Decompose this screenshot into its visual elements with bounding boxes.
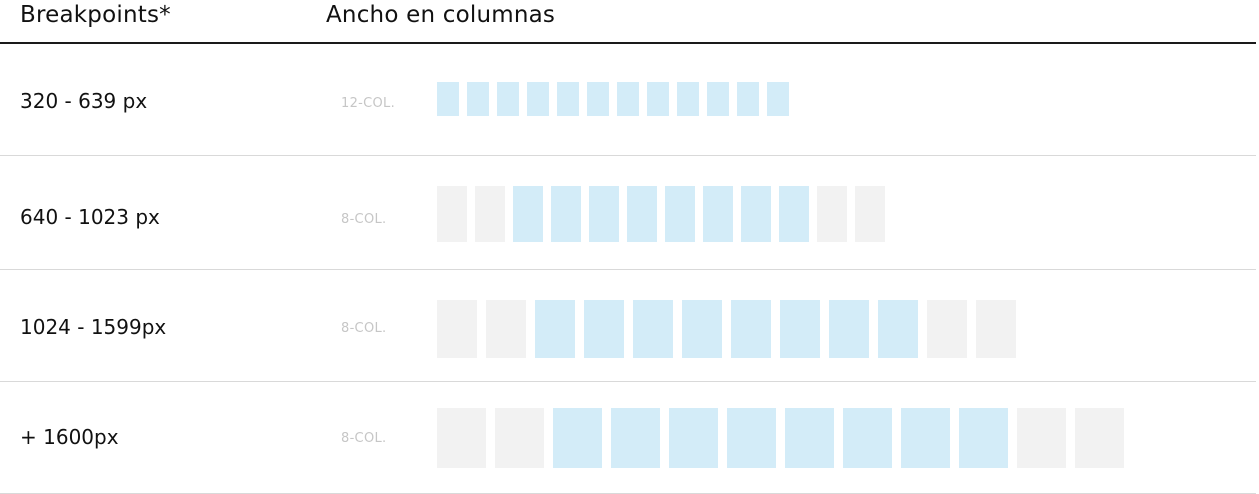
active-column-cell xyxy=(785,408,834,468)
inactive-column-cell xyxy=(437,408,486,468)
active-column-cell xyxy=(617,82,639,116)
active-column-cell xyxy=(627,186,657,242)
breakpoint-row-1600: + 1600px 8-COL. xyxy=(0,382,1256,494)
active-column-cell xyxy=(707,82,729,116)
inactive-column-cell xyxy=(976,300,1016,358)
breakpoint-row-320: 320 - 639 px 12-COL. xyxy=(0,44,1256,156)
active-column-cell xyxy=(780,300,820,358)
active-column-cell xyxy=(647,82,669,116)
inactive-column-cell xyxy=(486,300,526,358)
breakpoints-heading: Breakpoints* xyxy=(20,2,171,28)
active-column-cell xyxy=(557,82,579,116)
active-column-cell xyxy=(731,300,771,358)
active-column-cell xyxy=(535,300,575,358)
breakpoint-row-1024: 1024 - 1599px 8-COL. xyxy=(0,270,1256,382)
active-column-cell xyxy=(527,82,549,116)
active-column-cell xyxy=(779,186,809,242)
inactive-column-cell xyxy=(855,186,885,242)
column-count: 12-COL. xyxy=(341,96,396,111)
column-grid xyxy=(437,186,885,242)
inactive-column-cell xyxy=(495,408,544,468)
active-column-cell xyxy=(829,300,869,358)
active-column-cell xyxy=(878,300,918,358)
column-count: 8-COL. xyxy=(341,321,387,336)
active-column-cell xyxy=(767,82,789,116)
active-column-cell xyxy=(633,300,673,358)
active-column-cell xyxy=(741,186,771,242)
active-column-cell xyxy=(551,186,581,242)
column-count: 8-COL. xyxy=(341,431,387,446)
active-column-cell xyxy=(467,82,489,116)
active-column-cell xyxy=(669,408,718,468)
active-column-cell xyxy=(497,82,519,116)
active-column-cell xyxy=(589,186,619,242)
inactive-column-cell xyxy=(475,186,505,242)
breakpoint-range: + 1600px xyxy=(20,425,119,449)
column-grid xyxy=(437,82,789,116)
breakpoint-range: 1024 - 1599px xyxy=(20,315,167,339)
active-column-cell xyxy=(677,82,699,116)
breakpoint-range: 320 - 639 px xyxy=(20,89,148,113)
inactive-column-cell xyxy=(1017,408,1066,468)
active-column-cell xyxy=(959,408,1008,468)
active-column-cell xyxy=(513,186,543,242)
active-column-cell xyxy=(682,300,722,358)
active-column-cell xyxy=(665,186,695,242)
active-column-cell xyxy=(843,408,892,468)
active-column-cell xyxy=(703,186,733,242)
breakpoint-row-640: 640 - 1023 px 8-COL. xyxy=(0,156,1256,270)
active-column-cell xyxy=(611,408,660,468)
inactive-column-cell xyxy=(927,300,967,358)
breakpoint-range: 640 - 1023 px xyxy=(20,205,160,229)
inactive-column-cell xyxy=(817,186,847,242)
table-header: Breakpoints* Ancho en columnas xyxy=(0,0,1256,44)
inactive-column-cell xyxy=(437,300,477,358)
column-grid xyxy=(437,300,1016,358)
column-grid xyxy=(437,408,1124,468)
active-column-cell xyxy=(584,300,624,358)
inactive-column-cell xyxy=(437,186,467,242)
column-count: 8-COL. xyxy=(341,212,387,227)
active-column-cell xyxy=(727,408,776,468)
column-width-heading: Ancho en columnas xyxy=(326,2,556,28)
active-column-cell xyxy=(737,82,759,116)
active-column-cell xyxy=(587,82,609,116)
active-column-cell xyxy=(553,408,602,468)
inactive-column-cell xyxy=(1075,408,1124,468)
active-column-cell xyxy=(437,82,459,116)
active-column-cell xyxy=(901,408,950,468)
